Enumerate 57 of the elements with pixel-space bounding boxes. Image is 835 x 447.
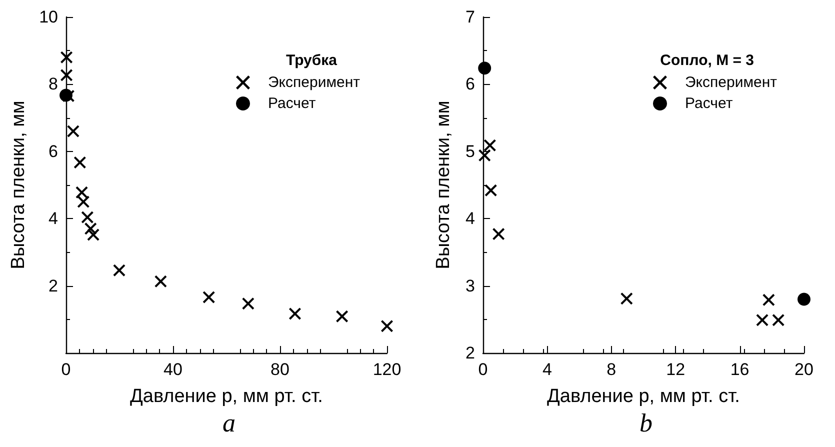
point (154, 275, 167, 288)
y-tick-label: 3 (466, 276, 475, 296)
point (478, 149, 491, 162)
point (242, 298, 254, 310)
x-tick-label: 80 (270, 360, 290, 379)
point (798, 292, 810, 306)
y-tick-label: 10 (39, 8, 58, 26)
y-tick-label: 6 (466, 74, 475, 94)
x-tick-label: 4 (542, 360, 552, 379)
y-tick-label: 7 (466, 8, 475, 26)
point (76, 186, 88, 198)
point (478, 62, 492, 75)
point (113, 264, 126, 276)
legend-label: Эксперимент (268, 74, 360, 91)
legend-label: Расчет (684, 95, 733, 112)
point (620, 292, 633, 305)
point (60, 51, 73, 64)
point (492, 228, 505, 240)
legend-title: Сопло, M = 3 (660, 52, 754, 69)
x-tick-label: 120 (372, 360, 402, 379)
x-axis-title: Давление p, мм рт. ст. (547, 386, 740, 407)
x-tick-label: 0 (61, 360, 71, 379)
point (77, 196, 90, 208)
y-tick-label: 2 (466, 344, 475, 362)
point (762, 294, 775, 306)
x-tick-label: 40 (164, 360, 182, 379)
x-tick-label: 8 (606, 360, 616, 379)
y-tick-label: 8 (48, 74, 58, 94)
point (74, 156, 86, 168)
x-tick-label: 16 (730, 360, 750, 379)
point (202, 291, 215, 304)
point (60, 69, 73, 82)
point (484, 139, 496, 152)
x-tick-label: 0 (478, 360, 488, 379)
text: a (222, 408, 236, 438)
y-tick-label: 4 (48, 209, 58, 228)
point (756, 314, 768, 326)
point (81, 211, 94, 224)
point (484, 184, 497, 196)
y-tick-label: 2 (48, 276, 58, 296)
legend-label: Расчет (268, 95, 316, 112)
point (288, 308, 301, 320)
y-tick-label: 6 (48, 142, 58, 161)
text: b (640, 408, 652, 438)
legend-title: Трубка (286, 52, 338, 69)
legend-label: Эксперимент (684, 74, 778, 91)
y-tick-label: 5 (466, 142, 475, 161)
x-tick-label: 12 (666, 360, 686, 379)
point (381, 320, 393, 332)
x-axis-title: Давление p, мм рт. ст. (130, 386, 323, 407)
y-axis-title: Высота пленки, мм (433, 100, 454, 270)
x-tick-label: 20 (794, 360, 814, 379)
point (60, 88, 72, 102)
y-tick-label: 4 (466, 209, 475, 228)
point (772, 314, 784, 326)
point (336, 310, 348, 322)
y-axis-title: Высота пленки, мм (8, 100, 30, 270)
